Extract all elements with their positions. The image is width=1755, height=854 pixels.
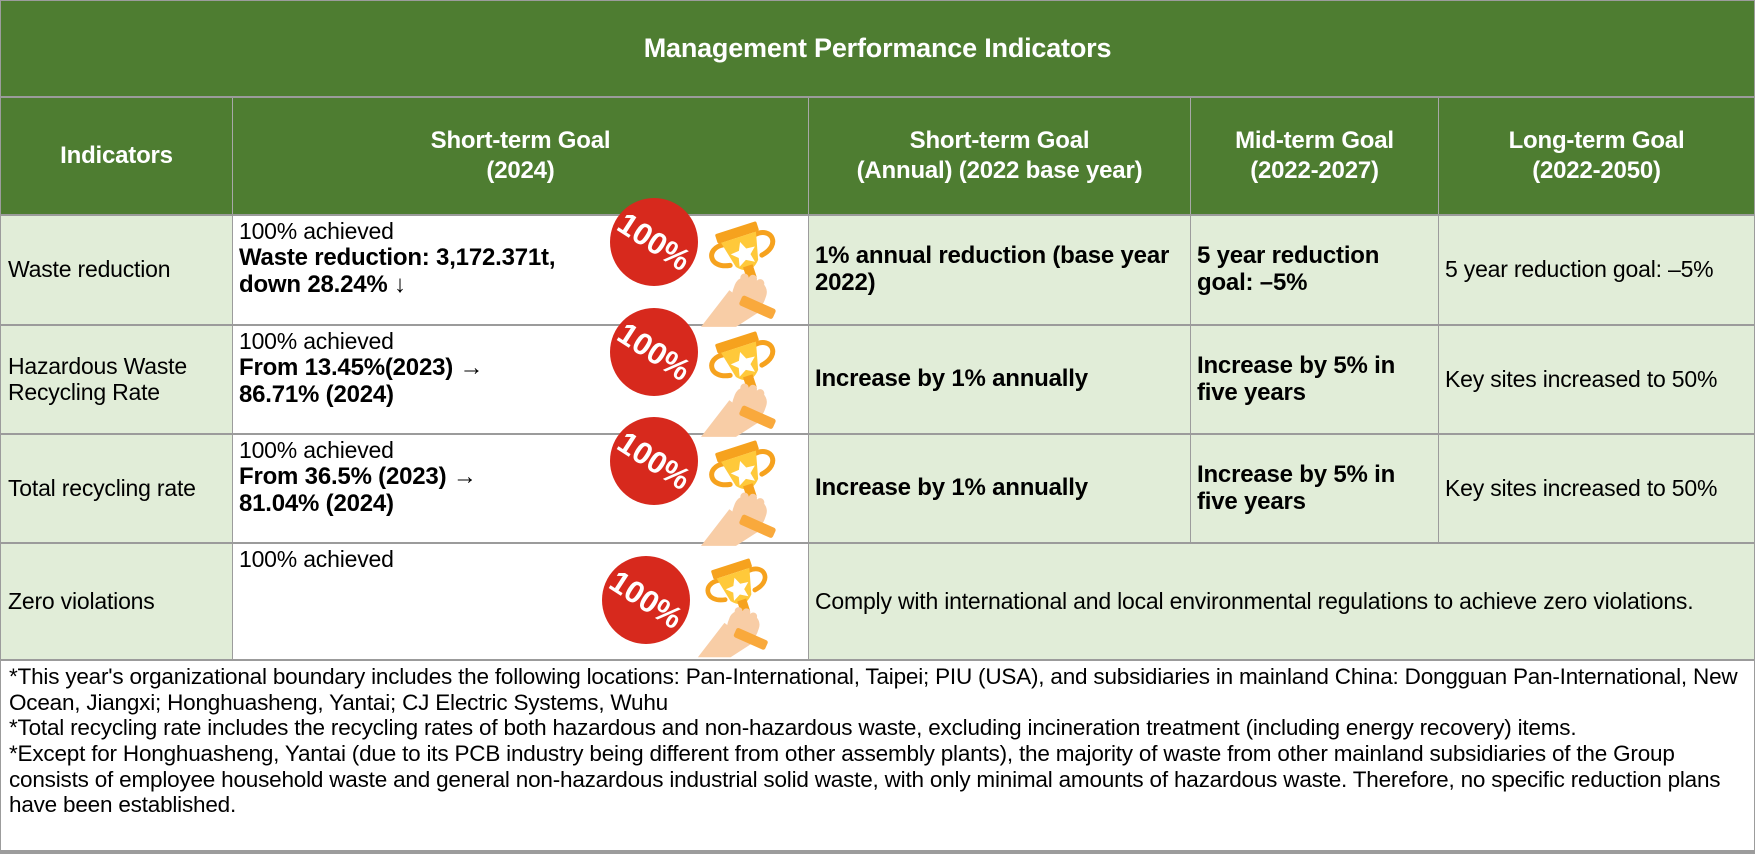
long-term-goal: Key sites increased to 50% — [1439, 435, 1754, 542]
achievement-cell: 100% achieved From 13.45%(2023) → 86.71%… — [233, 308, 809, 433]
achieved-text: 100% achieved — [239, 328, 394, 354]
trophy-icon — [696, 210, 796, 328]
achievement-cell: 100% achieved 100% — [233, 544, 809, 659]
table-row: Total recycling rate 100% achieved From … — [1, 417, 1754, 544]
annual-goal: Increase by 1% annually — [809, 435, 1191, 542]
header-mid-term: Mid-term Goal (2022-2027) — [1191, 98, 1439, 214]
annual-goal: 1% annual reduction (base year 2022) — [809, 216, 1191, 324]
achieved-text: 100% achieved — [239, 546, 394, 572]
achieved-text: 100% achieved — [239, 218, 394, 244]
header-short-term-2024: Short-term Goal (2024) — [233, 98, 809, 214]
indicator-label: Hazardous Waste Recycling Rate — [1, 326, 233, 433]
long-term-goal: 5 year reduction goal: –5% — [1439, 216, 1754, 324]
indicator-label: Waste reduction — [1, 216, 233, 324]
100-percent-badge: 100% — [610, 417, 698, 505]
table-row: Hazardous Waste Recycling Rate 100% achi… — [1, 308, 1754, 435]
footnotes: *This year's organizational boundary inc… — [1, 661, 1754, 818]
achievement-detail: Waste reduction: 3,172.371t, down 28.24%… — [239, 243, 556, 298]
footnote: *Total recycling rate includes the recyc… — [9, 715, 1577, 741]
header-indicators: Indicators — [1, 98, 233, 214]
mid-term-goal: 5 year reduction goal: –5% — [1191, 216, 1439, 324]
trophy-icon — [690, 548, 790, 658]
footnote: *Except for Honghuasheng, Yantai (due to… — [9, 740, 1721, 818]
footnote: *This year's organizational boundary inc… — [9, 664, 1738, 715]
100-percent-badge: 100% — [602, 556, 690, 644]
table-row: Zero violations 100% achieved 100% Compl… — [1, 544, 1754, 661]
header-short-term-annual: Short-term Goal (Annual) (2022 base year… — [809, 98, 1191, 214]
achievement-cell: 100% achieved From 36.5% (2023) → 81.04%… — [233, 417, 809, 542]
mid-term-goal: Increase by 5% in five years — [1191, 326, 1439, 433]
merged-goal: Comply with international and local envi… — [809, 544, 1754, 659]
table-header-row: Indicators Short-term Goal (2024) Short-… — [1, 98, 1754, 216]
page-title: Management Performance Indicators — [1, 1, 1754, 98]
100-percent-badge: 100% — [610, 198, 698, 286]
indicator-label: Total recycling rate — [1, 435, 233, 542]
annual-goal: Increase by 1% annually — [809, 326, 1191, 433]
achievement-detail: From 13.45%(2023) → 86.71% (2024) — [239, 353, 484, 408]
header-long-term: Long-term Goal (2022-2050) — [1439, 98, 1754, 214]
indicator-label: Zero violations — [1, 544, 233, 659]
100-percent-badge: 100% — [610, 308, 698, 396]
achieved-text: 100% achieved — [239, 437, 394, 463]
long-term-goal: Key sites increased to 50% — [1439, 326, 1754, 433]
mid-term-goal: Increase by 5% in five years — [1191, 435, 1439, 542]
achievement-cell: 100% achieved Waste reduction: 3,172.371… — [233, 198, 809, 324]
trophy-icon — [696, 320, 796, 438]
achievement-detail: From 36.5% (2023) → 81.04% (2024) — [239, 462, 477, 517]
trophy-icon — [696, 429, 796, 547]
table-row: Waste reduction 100% achieved Waste redu… — [1, 198, 1754, 326]
